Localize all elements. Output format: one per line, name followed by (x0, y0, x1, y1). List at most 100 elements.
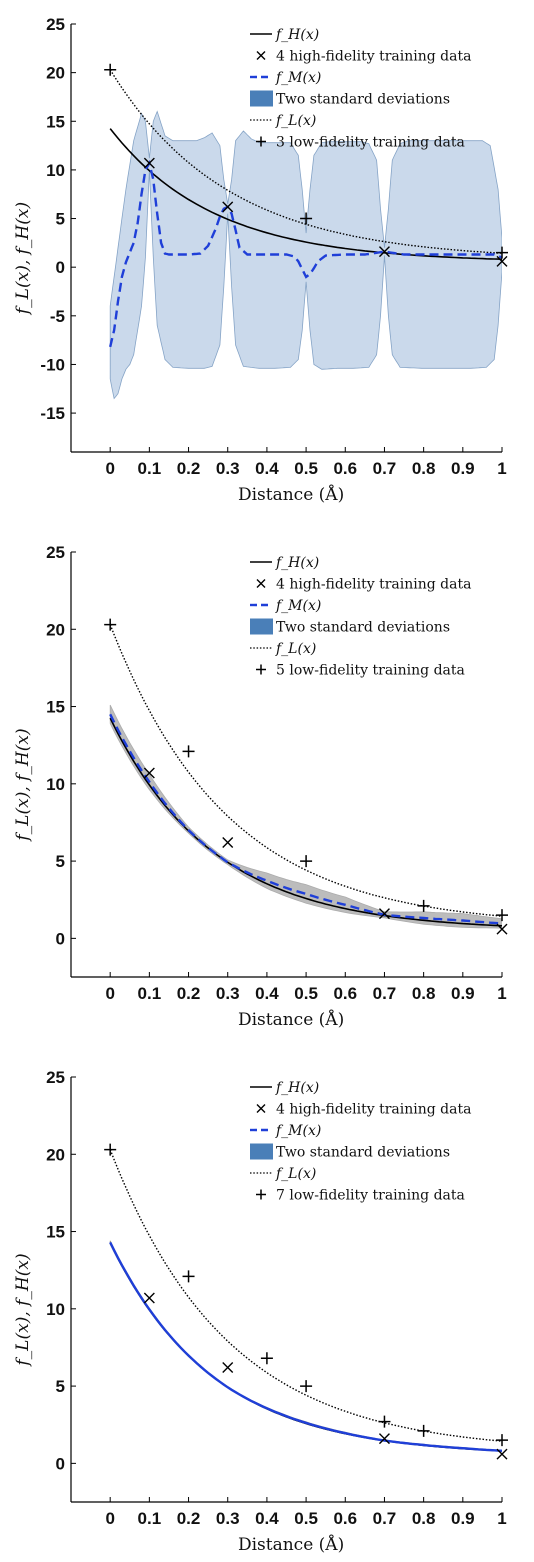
legend-label: f_M(x) (275, 598, 321, 614)
fM-curve (109, 713, 502, 925)
legend-label: f_L(x) (275, 641, 316, 657)
x-tick-label: 0.5 (294, 459, 318, 478)
low-fidelity-point (104, 618, 117, 631)
y-tick-label: -15 (40, 404, 65, 423)
x-tick-label: 0.8 (412, 459, 436, 478)
two-std-band (109, 110, 502, 400)
low-fidelity-point (378, 1415, 391, 1428)
x-axis-label: Distance (Å) (238, 484, 344, 505)
x-tick-label: 0 (105, 984, 114, 1003)
legend-label: f_M(x) (275, 1123, 321, 1139)
legend-label: f_L(x) (275, 1166, 316, 1182)
x-tick-label: 0.5 (294, 1509, 318, 1528)
high-fidelity-point (378, 1433, 390, 1445)
y-tick-label: 0 (56, 929, 65, 948)
legend-label: 4 high-fidelity training data (276, 1102, 471, 1118)
x-tick-label: 0.2 (177, 984, 201, 1003)
low-fidelity-point (104, 1143, 117, 1156)
high-fidelity-point (378, 908, 390, 920)
x-tick-label: 0.1 (138, 1509, 162, 1528)
high-fidelity-point (496, 923, 508, 935)
y-tick-label: 25 (46, 1068, 65, 1087)
y-tick-label: -5 (50, 307, 65, 326)
y-tick-label: 15 (46, 1223, 65, 1242)
x-tick-label: 0.7 (373, 984, 397, 1003)
fM-curve (109, 1241, 502, 1452)
y-tick-label: 25 (46, 543, 65, 562)
legend-band-swatch (250, 618, 273, 635)
x-axis-label: Distance (Å) (238, 1534, 344, 1555)
high-fidelity-point (496, 1448, 508, 1460)
low-fidelity-point (496, 246, 508, 259)
x-tick-label: 0.1 (138, 984, 162, 1003)
legend-band-swatch (250, 90, 273, 107)
x-tick-label: 0.8 (412, 1509, 436, 1528)
two-std-band (109, 1240, 502, 1452)
legend-label: f_M(x) (275, 70, 321, 86)
fH-curve (109, 128, 502, 261)
legend-label: f_H(x) (275, 27, 319, 43)
y-tick-label: 0 (56, 1454, 65, 1473)
x-tick-label: 1 (497, 1509, 506, 1528)
low-fidelity-point (104, 63, 117, 76)
y-tick-label: 10 (46, 1300, 65, 1319)
y-tick-label: 5 (56, 210, 65, 229)
x-axis-label: Distance (Å) (238, 1009, 344, 1030)
y-tick-label: 5 (56, 852, 65, 871)
y-tick-label: 15 (46, 698, 65, 717)
legend-label: f_H(x) (275, 555, 319, 571)
fL-curve (109, 624, 502, 917)
high-fidelity-point (143, 1292, 155, 1304)
legend-label: Two standard deviations (276, 1145, 450, 1161)
chart-panel-2: 0 5 10 15 20 25 0 0.1 0.2 0.3 0.4 0.5 0.6 0.7 0.8 0.9 1 D… (13, 543, 508, 1030)
x-tick-label: 0.6 (333, 459, 357, 478)
chart-panel-3: 0 5 10 15 20 25 0 0.1 0.2 0.3 0.4 0.5 0.6 0.7 0.8 0.9 1 D… (13, 1068, 508, 1555)
high-fidelity-point (143, 767, 155, 779)
x-tick-label: 0.6 (333, 984, 357, 1003)
x-tick-label: 0.2 (177, 1509, 201, 1528)
y-axis-label: f_L(x), f_H(x) (13, 728, 33, 842)
low-fidelity-point (182, 745, 195, 758)
x-tick-label: 0.7 (373, 1509, 397, 1528)
low-fidelity-point (417, 899, 430, 912)
legend-label: Two standard deviations (276, 620, 450, 636)
x-tick-label: 0.5 (294, 984, 318, 1003)
x-tick-label: 0.1 (138, 459, 162, 478)
high-fidelity-point (496, 255, 508, 267)
y-tick-label: 20 (46, 64, 65, 83)
x-tick-label: 1 (497, 459, 506, 478)
legend-low-fidelity-marker (256, 664, 266, 675)
fL-curve (109, 1149, 502, 1442)
plot-area (109, 624, 502, 929)
x-tick-label: 0.4 (255, 1509, 279, 1528)
legend-high-fidelity-marker (256, 51, 266, 60)
x-tick-label: 0.8 (412, 984, 436, 1003)
y-axis-label: f_L(x), f_H(x) (13, 1253, 33, 1367)
legend-high-fidelity-marker (256, 1104, 266, 1113)
y-tick-label: 15 (46, 112, 65, 131)
low-fidelity-point (260, 1352, 273, 1365)
legend-low-fidelity-marker (256, 136, 266, 147)
y-tick-label: 5 (56, 1377, 65, 1396)
y-tick-label: 0 (56, 258, 65, 277)
high-fidelity-point (222, 1362, 234, 1374)
legend-low-fidelity-marker (256, 1189, 266, 1200)
low-fidelity-point (496, 1434, 508, 1447)
legend-label: 4 high-fidelity training data (276, 49, 471, 65)
chart-panel-1: -15 -10 -5 0 5 10 15 20 25 0 0.1 0.2 0.3 0.4 0.5 0.6 0.7… (13, 15, 508, 505)
x-tick-label: 0.7 (373, 459, 397, 478)
legend-label: 3 low-fidelity training data (276, 135, 465, 151)
legend-label: 5 low-fidelity training data (276, 663, 465, 679)
legend-label: 7 low-fidelity training data (276, 1188, 465, 1204)
x-tick-label: 0.2 (177, 459, 201, 478)
high-fidelity-point (222, 201, 234, 213)
x-tick-label: 0.9 (451, 459, 475, 478)
low-fidelity-point (300, 212, 313, 225)
legend-high-fidelity-marker (256, 579, 266, 588)
low-fidelity-point (496, 909, 508, 922)
x-tick-label: 0.3 (216, 1509, 240, 1528)
y-tick-label: 10 (46, 161, 65, 180)
high-fidelity-point (378, 246, 390, 258)
legend-label: f_L(x) (275, 113, 316, 129)
